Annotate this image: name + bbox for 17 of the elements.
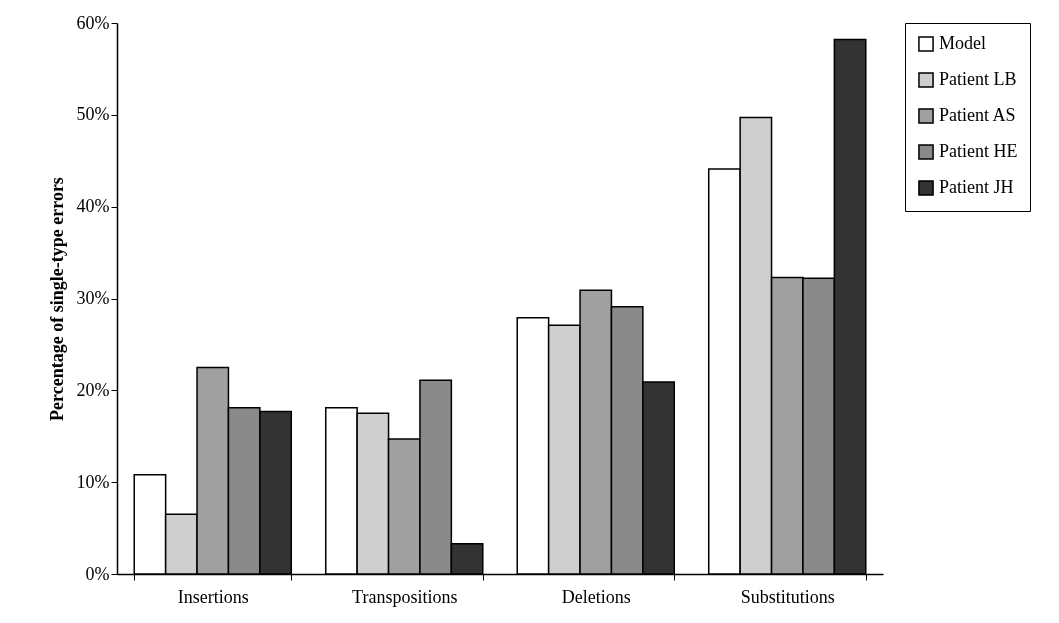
y-tick-label: 60%: [76, 12, 110, 33]
y-axis-title: Percentage of single-type errors: [46, 177, 67, 421]
y-tick-label: 0%: [85, 563, 110, 584]
legend-label: Model: [939, 33, 986, 53]
legend-label: Patient LB: [939, 69, 1017, 89]
legend-label: Patient JH: [939, 177, 1014, 197]
y-tick-label: 10%: [76, 471, 110, 492]
x-tick-label: Deletions: [561, 586, 631, 607]
x-tick-label: Insertions: [177, 586, 249, 607]
y-tick-label: 40%: [76, 196, 110, 217]
x-tick-label: Substitutions: [740, 586, 835, 607]
legend-label: Patient AS: [939, 105, 1016, 125]
y-tick-label: 20%: [76, 379, 110, 400]
y-tick-label: 50%: [76, 104, 110, 125]
y-tick-label: 30%: [76, 288, 110, 308]
x-tick-label: Transpositions: [352, 586, 458, 607]
legend-label: Patient HE: [939, 141, 1018, 161]
